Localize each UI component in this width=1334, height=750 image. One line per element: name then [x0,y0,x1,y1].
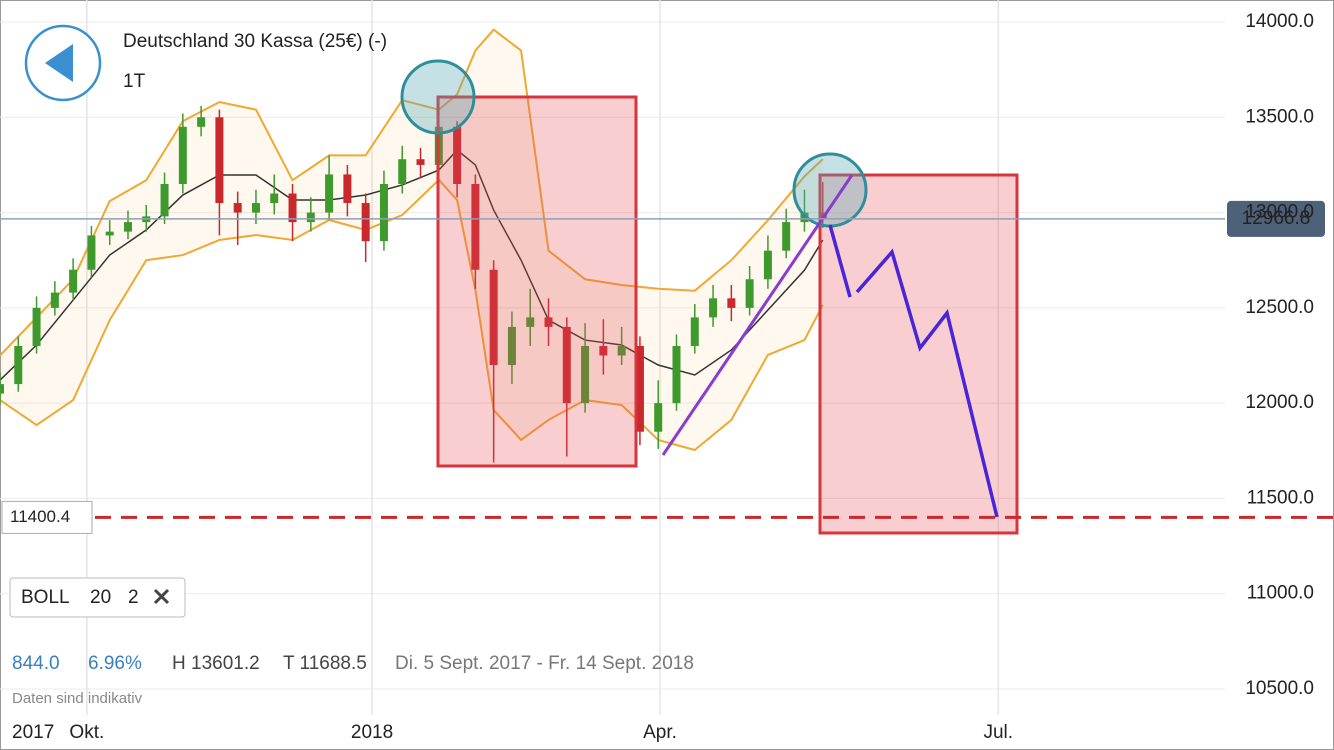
drawn-circle [792,152,868,228]
candle-body [87,235,96,270]
level-label: 11400.4 [10,507,70,526]
x-axis: Okt. 2018 Apr. Jul. [69,722,1013,743]
candle-body [288,193,297,223]
current-price-label: 12966.8 [1242,208,1311,229]
indicator-name: BOLL [21,587,70,608]
bollinger-bands [0,28,824,452]
candle-body [763,250,772,280]
candle-body [160,183,169,217]
candle-body [361,203,370,242]
indicator-period: 20 [90,587,111,608]
candle-body [325,174,334,213]
candle-body [654,403,663,432]
candle-body [709,298,718,318]
close-icon [153,588,170,605]
x-tick-label: Okt. [69,722,104,743]
candle-body [599,345,608,356]
candle-body [123,222,132,232]
candle-body [782,222,791,251]
candle-body [0,384,4,394]
year-label: 2017 [12,722,54,743]
candle-body [343,174,352,204]
candle-body [745,279,754,308]
y-tick-label: 14000.0 [1245,11,1314,32]
candle-body [379,183,388,242]
remove-indicator[interactable] [153,588,170,605]
candle-body [215,117,224,204]
grid [0,0,1225,715]
drawn-trendline [661,174,854,456]
x-tick-label: 2018 [351,722,393,743]
drawn-path [855,248,999,518]
chart-title: Deutschland 30 Kassa (25€) (-) [123,31,387,52]
x-tick-label: Apr. [643,722,677,743]
candle-body [14,345,23,385]
candle-body [453,126,462,184]
candle-body [105,231,114,236]
stat-range: Di. 5 Sept. 2017 - Fr. 14 Sept. 2018 [395,653,694,674]
candle-body [562,326,571,404]
candle-body [635,345,644,432]
band-middle [0,149,824,381]
levels: 12966.8 11400.4 [0,200,1334,534]
chart-subtitle: 1T [123,71,146,92]
candle-body [50,292,59,308]
candle-body [727,298,736,308]
y-tick-label: 12500.0 [1245,297,1314,318]
band-lower [0,178,824,452]
candle-body [306,212,315,223]
indicator-deviation: 2 [128,587,139,608]
stat-change: 844.0 [12,653,60,674]
indicator-chip[interactable] [9,577,186,618]
candle-body [544,317,553,327]
band-upper [0,28,824,357]
candle-body [581,345,590,404]
level-tag [1,500,93,534]
y-tick-label: 13500.0 [1245,106,1314,127]
candle-body [416,159,425,165]
x-tick-label: Jul. [983,722,1013,743]
candle-body [233,203,242,213]
drawn-path [828,224,852,298]
candle-body [197,117,206,127]
drawn-rectangle [818,173,1019,535]
stat-change-pct: 6.96% [88,653,142,674]
y-tick-label: 13000.0 [1245,202,1314,223]
candle-body [690,317,699,346]
note: Daten sind indikativ [12,690,143,707]
candle-body [32,307,41,346]
drawings [400,59,1019,535]
candle-body [178,126,187,184]
stat-high: H 13601.2 [172,653,260,674]
candle-body [69,269,78,293]
current-price-tag [1227,200,1325,237]
candle-body [507,326,516,366]
candle-body [526,317,535,327]
drawn-rectangle [436,95,638,468]
candle-body [672,345,681,404]
candles [0,97,827,463]
y-tick-label: 11000.0 [1247,583,1314,604]
back-icon [45,44,73,82]
stat-low: T 11688.5 [283,653,367,674]
y-tick-label: 12000.0 [1245,392,1314,413]
candle-body [251,203,260,213]
y-tick-label: 11500.0 [1247,487,1314,508]
candle-body [471,183,480,270]
y-tick-label: 10500.0 [1245,678,1314,699]
candle-body [489,269,498,366]
year-label-bg [2,716,62,748]
candle-body [398,159,407,184]
candle-body [270,193,279,204]
candle-body [617,345,626,356]
drawn-circle [400,59,476,135]
